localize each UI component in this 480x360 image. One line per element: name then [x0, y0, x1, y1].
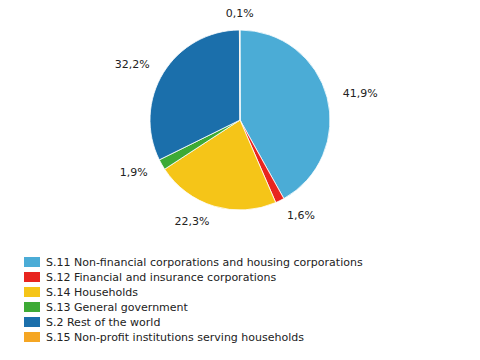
data-label: 32,2%: [115, 58, 150, 71]
data-label: 1,9%: [120, 166, 148, 179]
legend-swatch: [24, 287, 40, 297]
legend-label: S.13 General government: [46, 301, 189, 314]
data-labels: 41,9% 1,6% 22,3% 1,9% 32,2% 0,1%: [115, 7, 378, 228]
data-label: 22,3%: [174, 215, 209, 228]
chart: 41,9% 1,6% 22,3% 1,9% 32,2% 0,1% S.11 Non-fina…: [0, 0, 480, 360]
legend-swatch: [24, 317, 40, 327]
legend-label: S.11 Non-financial corporations and hous…: [46, 256, 363, 269]
slice: [239, 30, 241, 120]
legend: S.11 Non-financial corporations and hous…: [24, 256, 363, 344]
slice: [150, 30, 240, 160]
legend-swatch: [24, 332, 40, 342]
legend-label: S.2 Rest of the world: [46, 316, 160, 329]
legend-label: S.15 Non-profit institutions serving hou…: [46, 331, 304, 344]
data-label: 1,6%: [287, 209, 315, 222]
data-label: 41,9%: [343, 87, 378, 100]
slices: [150, 30, 330, 210]
legend-swatch: [24, 257, 40, 267]
legend-swatch: [24, 272, 40, 282]
legend-label: S.14 Households: [46, 286, 138, 299]
legend-label: S.12 Financial and insurance corporation…: [46, 271, 276, 284]
legend-swatch: [24, 302, 40, 312]
data-label: 0,1%: [226, 7, 254, 20]
